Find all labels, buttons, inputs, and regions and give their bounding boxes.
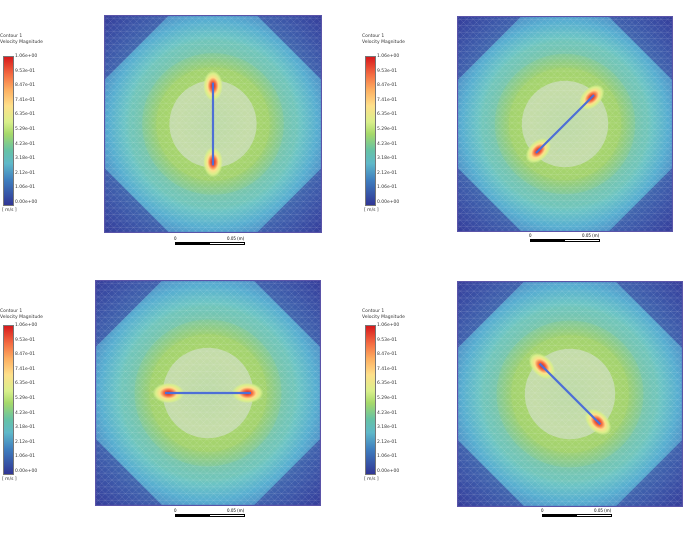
legend-tick-label: 9.53e-01 bbox=[15, 337, 36, 343]
legend-tick-label: 7.41e-01 bbox=[377, 366, 398, 372]
legend-color-bar bbox=[365, 325, 376, 475]
legend-title-line2: Velocity Magnitude bbox=[0, 40, 43, 45]
legend-tick-label: 9.53e-01 bbox=[377, 337, 398, 343]
panel-top-left: Contour 1 Velocity Magnitude 1.06e+00 9.53e… bbox=[0, 0, 350, 260]
scale-bar-fill bbox=[175, 514, 210, 517]
legend-title-line2: Velocity Magnitude bbox=[0, 315, 43, 320]
scale-bar-fill bbox=[175, 242, 210, 245]
scale-end-label: 0.05 (m) bbox=[227, 236, 245, 241]
velocity-contour-plot bbox=[95, 280, 321, 506]
legend-title-line2: Velocity Magnitude bbox=[362, 40, 405, 45]
legend-tick-label: 0.00e+00 bbox=[377, 200, 400, 205]
legend-tick-label: 2.12e-01 bbox=[15, 439, 36, 445]
legend-unit: [ m/s ] bbox=[2, 208, 17, 213]
scale-start-label: 0 bbox=[174, 508, 177, 513]
legend-tick-label: 2.12e-01 bbox=[377, 170, 398, 176]
legend-tick-label: 4.23e-01 bbox=[377, 141, 398, 147]
panel-top-right: Contour 1 Velocity Magnitude 1.06e+00 9.53e… bbox=[350, 0, 700, 260]
blade bbox=[535, 94, 595, 154]
scale-bar: 0 0.05 (m) bbox=[541, 508, 622, 524]
domain-border bbox=[457, 16, 673, 232]
blade bbox=[538, 362, 602, 426]
legend-title-line1: Contour 1 bbox=[362, 34, 385, 39]
legend-tick-label: 0.00e+00 bbox=[377, 469, 400, 474]
scale-bar: 0 0.05 (m) bbox=[174, 508, 255, 524]
legend-color-bar bbox=[3, 325, 14, 475]
legend-tick-label: 6.35e-01 bbox=[15, 112, 36, 118]
legend-tick-label: 6.35e-01 bbox=[377, 112, 398, 118]
panel-bottom-right: Contour 1 Velocity Magnitude 1.06e+00 9.53e… bbox=[350, 265, 700, 525]
legend-tick-label: 3.18e-01 bbox=[377, 425, 398, 431]
legend-tick-label: 9.53e-01 bbox=[15, 68, 36, 74]
scale-bar: 0 0.05 (m) bbox=[174, 236, 255, 252]
legend-title: Contour 1 Velocity Magnitude bbox=[0, 34, 43, 46]
legend-tick-label: 4.23e-01 bbox=[377, 410, 398, 416]
blade-group bbox=[203, 70, 223, 178]
scale-bar-fill bbox=[530, 239, 565, 242]
legend-tick-label: 0.00e+00 bbox=[15, 469, 38, 474]
legend-title-line1: Contour 1 bbox=[0, 34, 23, 39]
scale-start-label: 0 bbox=[541, 508, 544, 513]
legend-tick-label: 1.06e-01 bbox=[377, 185, 398, 191]
domain-border bbox=[457, 281, 683, 507]
legend-unit: [ m/s ] bbox=[364, 477, 379, 482]
legend-tick-label: 7.41e-01 bbox=[377, 97, 398, 103]
legend-tick-label: 3.18e-01 bbox=[15, 156, 36, 162]
domain-border bbox=[104, 14, 322, 234]
legend-tick-label: 5.29e-01 bbox=[377, 396, 398, 401]
blade-group bbox=[152, 382, 264, 404]
legend-tick-label: 8.47e-01 bbox=[15, 83, 36, 89]
legend-tick-label: 2.12e-01 bbox=[377, 439, 398, 445]
legend-tick-label: 7.41e-01 bbox=[15, 366, 36, 372]
legend-unit: [ m/s ] bbox=[364, 208, 379, 213]
legend-tick-label: 1.06e-01 bbox=[15, 454, 36, 460]
scale-start-label: 0 bbox=[174, 236, 177, 241]
legend-title: Contour 1 Velocity Magnitude bbox=[0, 309, 43, 321]
scale-end-label: 0.05 (m) bbox=[582, 233, 600, 238]
legend-tick-label: 8.47e-01 bbox=[15, 352, 36, 358]
legend-tick-label: 4.23e-01 bbox=[15, 141, 36, 147]
legend-title: Contour 1 Velocity Magnitude bbox=[362, 34, 405, 46]
velocity-contour-plot bbox=[104, 14, 322, 234]
legend-tick-label: 8.47e-01 bbox=[377, 83, 398, 89]
panel-bottom-left: Contour 1 Velocity Magnitude 1.06e+00 9.53e… bbox=[0, 265, 350, 525]
domain-border bbox=[95, 280, 321, 506]
scale-bar: 0 0.05 (m) bbox=[529, 233, 610, 249]
legend-unit: [ m/s ] bbox=[2, 477, 17, 482]
legend-tick-label: 1.06e-01 bbox=[15, 185, 36, 191]
legend-tick-label: 8.47e-01 bbox=[377, 352, 398, 358]
blade-group bbox=[525, 84, 605, 164]
legend-color-bar bbox=[365, 56, 376, 206]
legend-tick-label: 9.53e-01 bbox=[377, 68, 398, 74]
legend-tick-label: 7.41e-01 bbox=[15, 97, 36, 103]
legend-tick-label: 1.06e-01 bbox=[377, 454, 398, 460]
legend-tick-label: 1.06e+00 bbox=[15, 54, 38, 59]
legend-title: Contour 1 Velocity Magnitude bbox=[362, 309, 405, 321]
legend-tick-label: 3.18e-01 bbox=[15, 425, 36, 431]
velocity-contour-plot bbox=[457, 281, 683, 507]
scale-end-label: 0.05 (m) bbox=[594, 508, 612, 513]
scale-bar-fill bbox=[542, 514, 577, 517]
scale-end-label: 0.05 (m) bbox=[227, 508, 245, 513]
scale-start-label: 0 bbox=[529, 233, 532, 238]
legend-tick-label: 1.06e+00 bbox=[377, 54, 400, 59]
legend-tick-label: 5.29e-01 bbox=[15, 396, 36, 401]
legend-title-line1: Contour 1 bbox=[0, 309, 23, 314]
legend-tick-label: 2.12e-01 bbox=[15, 170, 36, 176]
legend-tick-label: 6.35e-01 bbox=[15, 381, 36, 387]
legend-title-line1: Contour 1 bbox=[362, 309, 385, 314]
legend-tick-label: 0.00e+00 bbox=[15, 200, 38, 205]
legend-tick-label: 1.06e+00 bbox=[15, 323, 38, 328]
legend-tick-label: 4.23e-01 bbox=[15, 410, 36, 416]
legend-tick-label: 6.35e-01 bbox=[377, 381, 398, 387]
legend-tick-label: 3.18e-01 bbox=[377, 156, 398, 162]
legend-tick-label: 5.29e-01 bbox=[15, 127, 36, 132]
legend-title-line2: Velocity Magnitude bbox=[362, 315, 405, 320]
velocity-contour-plot bbox=[457, 16, 673, 232]
legend-color-bar bbox=[3, 56, 14, 206]
blade-group bbox=[528, 352, 612, 436]
legend-tick-label: 1.06e+00 bbox=[377, 323, 400, 328]
legend-tick-label: 5.29e-01 bbox=[377, 127, 398, 132]
